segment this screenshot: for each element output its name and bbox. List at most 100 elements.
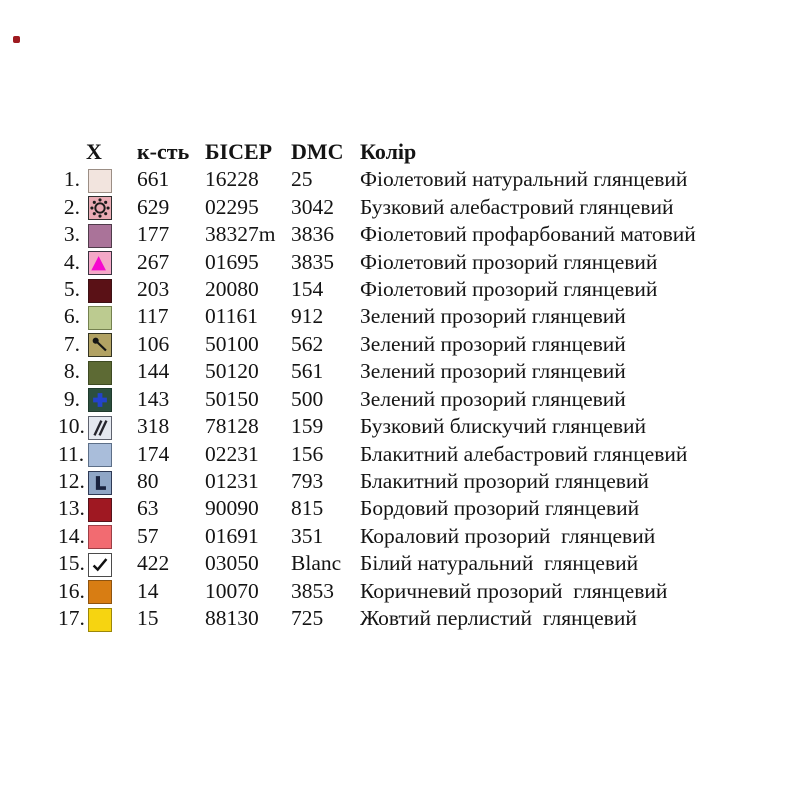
table-row: 3. 177 38327m 3836 Фіолетовий профарбова…	[58, 221, 748, 248]
symbol-cell	[86, 249, 137, 276]
table-row: 5. 203 20080 154 Фіолетовий прозорий гля…	[58, 276, 748, 303]
row-number: 5.	[63, 276, 80, 301]
bead-code: 78128	[205, 414, 259, 439]
symbol-swatch	[88, 607, 112, 632]
color-name: Бузковий блискучий глянцевий	[360, 414, 647, 439]
row-number: 1.	[63, 167, 80, 192]
dmc-code: 815	[291, 496, 324, 521]
symbol-swatch	[88, 278, 112, 303]
cross-icon	[93, 393, 107, 408]
symbol-cell	[86, 523, 137, 550]
dmc-code: 912	[291, 304, 324, 329]
dmc-code: 159	[291, 414, 324, 439]
table-row: 4. 267 01695 3835 Фіолетовий прозорий гл…	[58, 248, 748, 276]
count-value: 267	[137, 249, 170, 274]
bead-code: 02295	[205, 194, 259, 219]
count-value: 117	[137, 304, 169, 329]
dmc-code: Blanc	[291, 551, 342, 576]
color-name: Блакитний алебастровий глянцевий	[360, 441, 688, 466]
bead-code: 50150	[205, 386, 259, 411]
color-name: Бордовий прозорий глянцевий	[360, 496, 640, 521]
symbol-cell	[86, 359, 137, 385]
bead-code: 88130	[205, 606, 259, 631]
check-icon	[92, 558, 108, 572]
table-row: 7. 106 50100 562 Зелений прозорий глянце…	[58, 331, 748, 358]
color-name: Блакитний прозорий глянцевий	[360, 469, 649, 494]
bead-code: 10070	[205, 578, 259, 603]
bead-code: 01231	[205, 469, 259, 494]
symbol-cell	[86, 194, 137, 221]
slashes-icon	[93, 419, 108, 436]
symbol-swatch	[88, 470, 112, 495]
count-value: 629	[137, 194, 170, 219]
row-number: 9.	[63, 386, 80, 411]
color-key-table: X к-сть БІСЕР DMC Колір 1. 661 16228 25 …	[58, 138, 748, 632]
color-name: Фіолетовий прозорий глянцевий	[360, 276, 658, 301]
bead-code: 01695	[205, 249, 259, 274]
color-name: Фіолетовий профарбований матовий	[360, 222, 696, 247]
count-value: 15	[137, 606, 159, 631]
symbol-cell	[86, 276, 137, 303]
dmc-code: 351	[291, 523, 324, 548]
symbol-cell	[86, 222, 137, 248]
row-number: 6.	[63, 304, 80, 329]
symbol-cell	[86, 304, 137, 330]
count-value: 143	[137, 386, 170, 411]
letter-L-icon	[95, 475, 106, 490]
dmc-code: 154	[291, 276, 324, 301]
table-row: 9. 143 50150 500 Зелений прозорий глянце…	[58, 386, 748, 413]
table-row: 15. 422 03050 Blanc Білий натуральний гл…	[58, 550, 748, 577]
dmc-code: 156	[291, 441, 324, 466]
dmc-code: 561	[291, 359, 324, 384]
count-value: 203	[137, 276, 170, 301]
table-row: 12. 80 01231 793 Блакитний прозорий глян…	[58, 468, 748, 495]
header-dmc: DMC	[291, 139, 344, 164]
count-value: 177	[137, 222, 170, 247]
symbol-swatch	[88, 552, 112, 577]
count-value: 63	[137, 496, 159, 521]
table-row: 13. 63 90090 815 Бордовий прозорий глянц…	[58, 495, 748, 522]
header-count: к-сть	[137, 139, 190, 164]
table-header-row: X к-сть БІСЕР DMC Колір	[58, 138, 748, 166]
row-number: 2.	[63, 194, 80, 219]
count-value: 661	[137, 167, 170, 192]
color-name: Фіолетовий прозорий глянцевий	[360, 249, 658, 274]
row-number: 4.	[63, 249, 80, 274]
row-number: 11.	[58, 441, 85, 466]
header-color: Колір	[360, 139, 417, 164]
dmc-code: 3836	[291, 222, 334, 247]
row-number: 3.	[63, 222, 80, 247]
count-value: 57	[137, 523, 159, 548]
bead-code: 16228	[205, 167, 259, 192]
dmc-code: 725	[291, 606, 324, 631]
symbol-cell	[86, 441, 137, 468]
bead-code: 38327m	[205, 222, 276, 247]
symbol-swatch	[88, 580, 112, 605]
color-name: Зелений прозорий глянцевий	[360, 386, 626, 411]
dmc-code: 793	[291, 469, 324, 494]
pin-icon	[92, 338, 107, 352]
color-name: Бузковий алебастровий глянцевий	[360, 194, 674, 219]
table-row: 16. 14 10070 3853 Коричневий прозорий гл…	[58, 578, 748, 605]
table-row: 8. 144 50120 561 Зелений прозорий глянце…	[58, 358, 748, 385]
table-row: 1. 661 16228 25 Фіолетовий натуральний г…	[58, 166, 748, 193]
color-name: Коричневий прозорий глянцевий	[360, 578, 668, 603]
row-number: 13.	[58, 496, 85, 521]
header-bead: БІСЕР	[205, 139, 273, 164]
symbol-cell	[86, 167, 137, 193]
symbol-cell	[86, 386, 137, 413]
count-value: 106	[137, 331, 170, 356]
dmc-code: 3835	[291, 249, 334, 274]
symbol-cell	[86, 414, 137, 440]
bead-code: 20080	[205, 276, 259, 301]
color-name: Зелений прозорий глянцевий	[360, 304, 626, 329]
symbol-swatch	[88, 305, 112, 330]
color-name: Зелений прозорий глянцевий	[360, 331, 626, 356]
count-value: 174	[137, 441, 170, 466]
dmc-code: 3042	[291, 194, 334, 219]
symbol-swatch	[88, 196, 112, 221]
corner-marker	[13, 36, 20, 43]
bead-code: 02231	[205, 441, 259, 466]
bead-code: 90090	[205, 496, 259, 521]
table-row: 2. 629 02295 3042 Бузковий алебастровий …	[58, 193, 748, 221]
